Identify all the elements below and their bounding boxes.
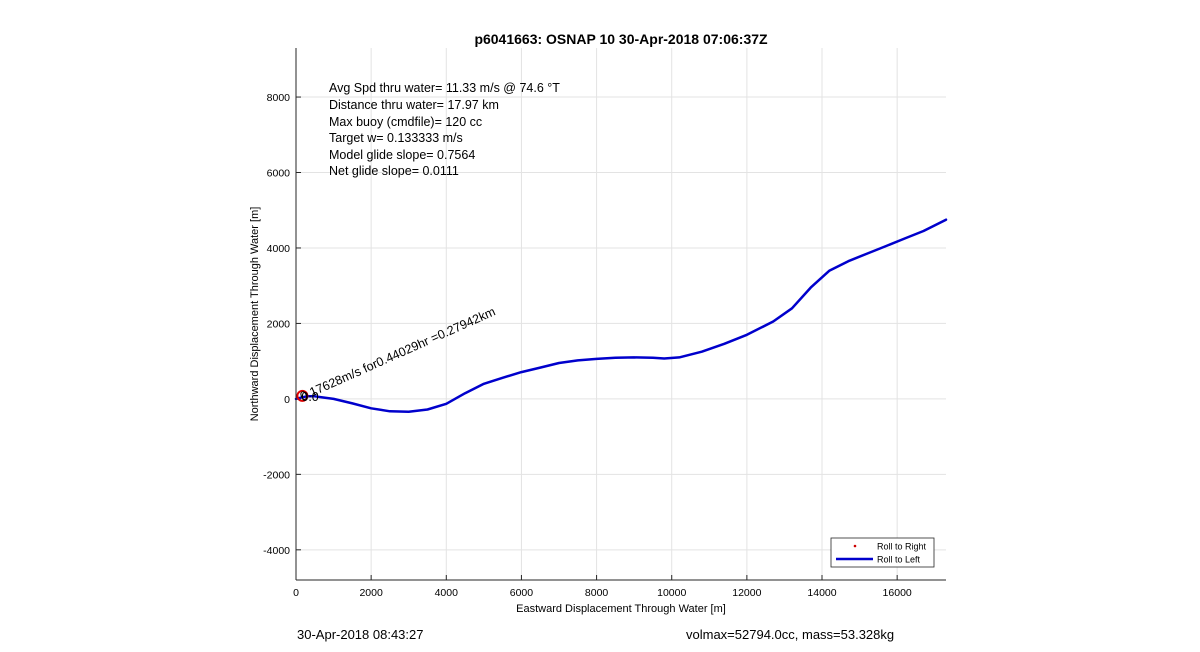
- y-tick-label: -2000: [263, 469, 290, 481]
- x-tick-label: 4000: [435, 587, 459, 599]
- y-tick-label: 6000: [267, 168, 291, 180]
- annotation-distance: Distance thru water= 17.97 km: [329, 98, 499, 112]
- legend-roll-right-label: Roll to Right: [877, 542, 927, 552]
- info-annotations: Avg Spd thru water= 11.33 m/s @ 74.6 °T …: [329, 81, 560, 178]
- footer-timestamp: 30-Apr-2018 08:43:27: [297, 627, 424, 642]
- annotation-net-glide-slope: Net glide slope= 0.0111: [329, 164, 459, 178]
- marker-speed-label: 0.17628m/s for0.44029hr =0.27942km: [298, 304, 498, 403]
- x-axis-ticks: 0 2000 4000 6000 8000 10000 12000 14000 16000: [293, 575, 912, 599]
- annotation-model-glide-slope: Model glide slope= 0.7564: [329, 148, 475, 162]
- legend-box: [830, 537, 935, 568]
- series-layer: [294, 218, 948, 413]
- legend: Roll to Right Roll to Left: [830, 537, 935, 568]
- grid-lines: [296, 48, 946, 580]
- x-axis-label: Eastward Displacement Through Water [m]: [516, 603, 726, 615]
- start-marker-circle: [296, 389, 309, 402]
- x-tick-label: 0: [293, 587, 299, 599]
- y-tick-label: -4000: [263, 545, 290, 557]
- x-tick-label: 10000: [657, 587, 686, 599]
- series-line-roll-to-left: [294, 218, 948, 413]
- x-tick-label: 2000: [359, 587, 383, 599]
- y-axis-ticks: -4000 -2000 0 2000 4000 6000 8000: [263, 92, 301, 557]
- footer-volmax-mass: volmax=52794.0cc, mass=53.328kg: [686, 627, 895, 642]
- legend-roll-right-marker: [853, 544, 857, 548]
- chart-title: p6041663: OSNAP 10 30-Apr-2018 07:06:37Z: [474, 31, 768, 47]
- x-tick-label: 12000: [732, 587, 761, 599]
- marker-overlap-label: 0.0: [301, 390, 318, 404]
- annotation-target-w: Target w= 0.133333 m/s: [329, 131, 463, 145]
- y-tick-label: 8000: [267, 92, 291, 104]
- x-tick-label: 6000: [510, 587, 534, 599]
- y-tick-label: 4000: [267, 243, 291, 255]
- annotation-avg-speed: Avg Spd thru water= 11.33 m/s @ 74.6 °T: [329, 81, 560, 95]
- x-tick-label: 8000: [585, 587, 609, 599]
- y-axis-label: Northward Displacement Through Water [m]: [249, 207, 261, 422]
- y-tick-label: 2000: [267, 318, 291, 330]
- annotation-max-buoy: Max buoy (cmdfile)= 120 cc: [329, 115, 482, 129]
- y-tick-label: 0: [284, 394, 290, 406]
- x-tick-label: 16000: [883, 587, 912, 599]
- x-tick-label: 14000: [807, 587, 836, 599]
- legend-roll-left-label: Roll to Left: [877, 555, 921, 565]
